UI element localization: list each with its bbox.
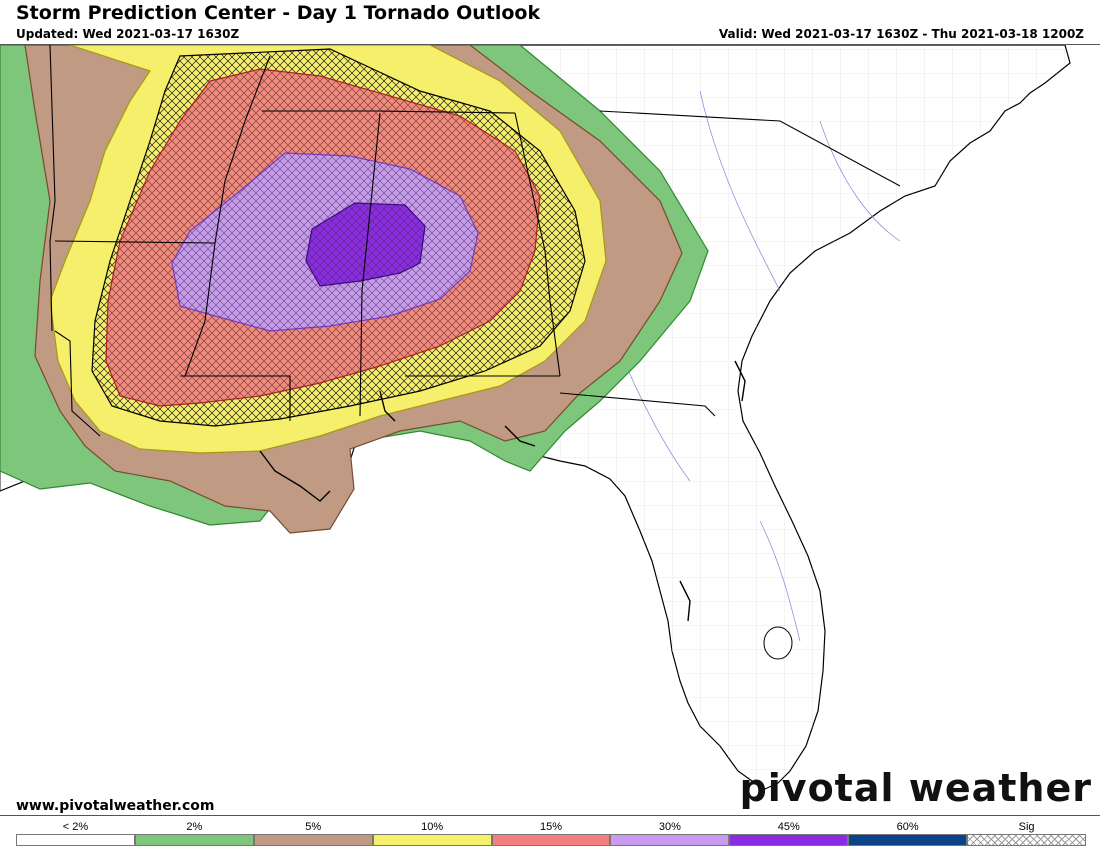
- legend-swatch: [372, 834, 492, 846]
- site-url[interactable]: www.pivotalweather.com: [16, 798, 215, 814]
- legend-item: 45%: [729, 820, 849, 847]
- legend-swatch: [729, 834, 849, 846]
- outlook-map: [0, 44, 1100, 816]
- legend-swatch: [491, 834, 611, 846]
- legend-item: < 2%: [16, 820, 135, 847]
- legend-label: 15%: [539, 821, 563, 833]
- risk-legend: < 2% 2% 5% 10% 15% 30% 45% 60% Sig: [16, 820, 1087, 847]
- map-title: Storm Prediction Center - Day 1 Tornado …: [16, 2, 541, 24]
- legend-label: 5%: [305, 821, 322, 833]
- legend-swatch: [16, 834, 135, 846]
- legend-label: 60%: [896, 821, 919, 833]
- legend-label: 45%: [777, 821, 800, 833]
- valid-time: Valid: Wed 2021-03-17 1630Z - Thu 2021-0…: [718, 27, 1084, 41]
- legend-item: 15%: [491, 820, 611, 847]
- legend-swatch: [134, 834, 254, 846]
- legend-label: Sig: [1018, 821, 1035, 833]
- hatch-overlay-45: [306, 203, 425, 286]
- legend-label: < 2%: [62, 821, 89, 833]
- legend-item: 2%: [134, 820, 254, 847]
- updated-time: Updated: Wed 2021-03-17 1630Z: [16, 27, 240, 41]
- legend-label: 30%: [658, 821, 681, 833]
- legend-swatch: [848, 834, 968, 846]
- legend-swatch: [253, 834, 373, 846]
- pivotal-weather-logo: pivotal weather: [739, 766, 1092, 810]
- legend-item: 10%: [372, 820, 492, 847]
- lake-okeechobee: [763, 626, 793, 660]
- coastline-detail: [259, 360, 746, 622]
- legend-item: 5%: [253, 820, 373, 847]
- state-borders: [49, 45, 901, 437]
- legend-item: Sig: [967, 820, 1087, 847]
- legend-label: 2%: [186, 821, 203, 833]
- legend-swatch: [967, 834, 1087, 846]
- legend-label: 10%: [421, 821, 444, 833]
- legend-swatch: [610, 834, 730, 846]
- legend-item: 30%: [610, 820, 730, 847]
- legend-item: 60%: [848, 820, 968, 847]
